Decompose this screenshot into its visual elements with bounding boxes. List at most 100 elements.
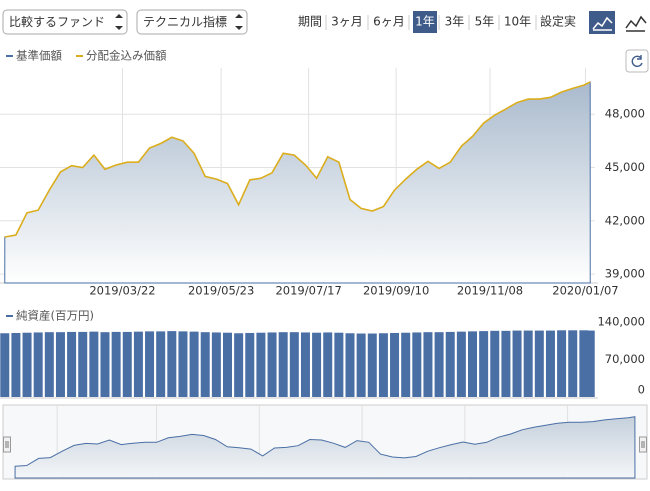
bar (44, 332, 54, 397)
x-tick-label: 2019/05/23 (188, 284, 254, 298)
bar (11, 332, 21, 397)
period-button[interactable] (473, 11, 496, 33)
bar (267, 332, 277, 397)
bar (278, 332, 288, 397)
bar (468, 331, 477, 397)
navigator-handle[interactable] (3, 436, 11, 453)
x-tick-label: 2019/03/22 (89, 284, 155, 298)
navigator-handle[interactable] (639, 436, 647, 453)
bar (445, 331, 455, 397)
bar (512, 330, 522, 397)
area (4, 81, 591, 284)
bar (0, 333, 10, 397)
bar (367, 333, 377, 397)
legend-label: 基準価額 (16, 49, 62, 63)
area-icon (592, 16, 613, 31)
bar (523, 330, 533, 397)
bar (133, 331, 143, 397)
bar (22, 332, 32, 397)
bar (423, 332, 433, 397)
technical-select-label: テクニカル指標 (143, 14, 227, 29)
bar (67, 331, 77, 397)
period-button[interactable] (413, 11, 437, 33)
bar (534, 330, 544, 397)
bar (479, 331, 489, 397)
bar (234, 333, 244, 397)
bar (568, 330, 578, 397)
bar (78, 331, 88, 397)
bar (256, 332, 266, 397)
y-tick-label: 0 (638, 383, 645, 397)
bar (145, 331, 155, 397)
legend-label: 純資産(百万円) (16, 309, 94, 323)
bar (456, 331, 466, 397)
x-tick-label: 2020/01/07 (552, 284, 618, 298)
select-arrow (235, 14, 243, 30)
y-tick-label: 48,000 (605, 107, 645, 121)
select-arrow (115, 14, 123, 30)
bar (245, 332, 255, 397)
bar (345, 333, 355, 397)
legend-label: 分配金込み価額 (86, 49, 167, 63)
bar (200, 332, 210, 397)
y-tick-label: 45,000 (605, 160, 645, 174)
bar (390, 332, 400, 397)
y-tick-label: 70,000 (605, 352, 645, 366)
bar (323, 332, 333, 397)
reset-icon (631, 55, 643, 68)
bar (312, 332, 322, 397)
bar (89, 331, 99, 397)
x-tick-label: 2019/07/17 (275, 284, 341, 298)
chart-mode-area[interactable] (589, 11, 615, 34)
reset-zoom-button[interactable] (625, 49, 649, 73)
period-button-label: 3年 (445, 15, 465, 29)
period-button-label: 1年 (415, 15, 435, 29)
line (4, 81, 591, 238)
bar (189, 331, 199, 397)
period-button[interactable] (443, 11, 466, 33)
bar (211, 332, 221, 397)
technical-select[interactable] (136, 9, 248, 35)
period-button[interactable] (330, 11, 364, 33)
bar (501, 330, 511, 397)
bar (156, 331, 166, 397)
x-tick-label: 2019/09/10 (363, 284, 429, 298)
bar (545, 330, 555, 397)
bar (412, 332, 422, 397)
x-tick-label: 2019/11/08 (457, 284, 523, 298)
bar (300, 332, 310, 397)
compare-select[interactable] (2, 9, 128, 35)
y-tick-label: 140,000 (597, 315, 645, 329)
toolbar: 比較するファンド テクニカル指標 期間 (2, 9, 648, 35)
bar (434, 332, 444, 397)
navigator-area (14, 416, 636, 479)
bar (579, 330, 589, 397)
bar (378, 333, 388, 397)
bar (100, 332, 110, 397)
period-label: 期間 (298, 15, 322, 29)
bar (585, 330, 595, 397)
period-button[interactable] (503, 11, 532, 33)
bar (55, 332, 65, 397)
period-button-label: 3ヶ月 (331, 15, 363, 29)
period-button-label: 10年 (504, 15, 531, 29)
line-icon (625, 15, 647, 32)
bar (111, 331, 121, 397)
bar (223, 332, 232, 397)
period-button-label: 6ヶ月 (373, 15, 405, 29)
y-tick-label: 39,000 (605, 267, 645, 281)
bar (490, 330, 500, 397)
bar (557, 330, 567, 397)
bar (356, 333, 366, 397)
bar (289, 332, 299, 397)
bar (167, 331, 177, 397)
settings-button[interactable]: 設定実 (540, 14, 576, 29)
bar (122, 331, 132, 397)
period-button[interactable] (372, 11, 406, 33)
compare-select-label: 比較するファンド (9, 14, 105, 29)
period-button-label: 5年 (475, 15, 495, 29)
y-tick-label: 42,000 (605, 213, 645, 227)
bar (401, 332, 411, 397)
bar (33, 332, 43, 397)
